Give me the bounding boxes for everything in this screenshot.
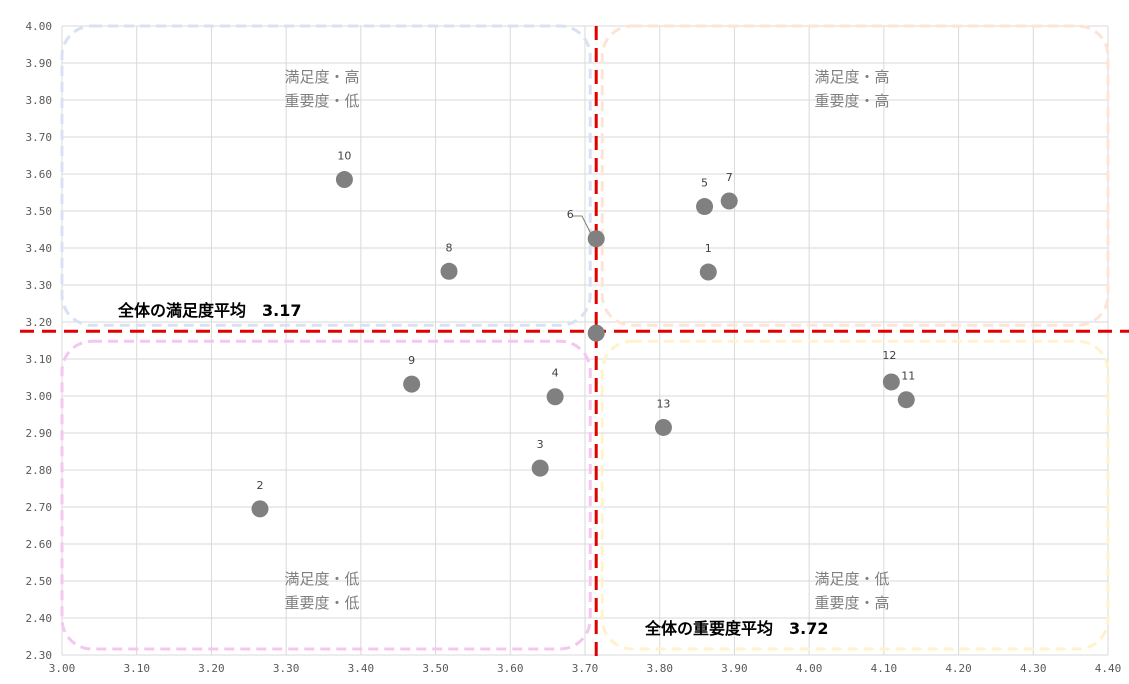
y-tick-label: 3.90 — [26, 57, 53, 70]
x-tick-label: 3.20 — [198, 662, 225, 675]
quadrant-boxes — [60, 24, 1110, 651]
point-label-10: 10 — [337, 150, 351, 163]
y-tick-label: 2.80 — [26, 464, 53, 477]
y-tick-label: 3.70 — [26, 131, 53, 144]
data-point-3 — [531, 459, 549, 477]
point-label-11: 11 — [901, 370, 915, 383]
quadrant-top-right-line1: 満足度・高 — [814, 68, 889, 86]
quadrant-bottom-right-line1: 満足度・低 — [814, 570, 889, 588]
point-label-4: 4 — [552, 367, 559, 380]
point-label-9: 9 — [408, 354, 415, 367]
x-tick-label: 3.70 — [572, 662, 599, 675]
y-tick-label: 3.60 — [26, 168, 53, 181]
data-point-1 — [699, 263, 717, 281]
x-tick-label: 4.10 — [871, 662, 898, 675]
x-tick-label: 3.10 — [123, 662, 150, 675]
y-tick-label: 3.80 — [26, 94, 53, 107]
data-point-9 — [403, 375, 421, 393]
quadrant-bottom-left-line1: 満足度・低 — [284, 570, 359, 588]
quadrant-top-right-line2: 重要度・高 — [814, 92, 889, 110]
data-point-4 — [546, 388, 564, 406]
point-6-leader-line — [572, 215, 592, 235]
y-tick-label: 3.10 — [26, 353, 53, 366]
x-tick-label: 4.30 — [1020, 662, 1047, 675]
y-tick-label: 2.90 — [26, 427, 53, 440]
average-lines — [20, 26, 1129, 663]
y-tick-label: 3.00 — [26, 390, 53, 403]
point-label-6: 6 — [567, 208, 574, 221]
data-point-13 — [654, 418, 672, 436]
data-point-10 — [335, 171, 353, 189]
point-label-5: 5 — [701, 177, 708, 190]
data-point-5 — [696, 198, 714, 216]
data-point-2 — [251, 500, 269, 518]
data-point-7 — [720, 192, 738, 210]
x-tick-label: 3.30 — [273, 662, 300, 675]
x-tick-label: 3.80 — [646, 662, 673, 675]
point-label-12: 12 — [882, 349, 896, 362]
x-tick-label: 4.00 — [796, 662, 823, 675]
y-tick-label: 2.30 — [26, 649, 53, 662]
x-tick-label: 3.60 — [497, 662, 524, 675]
point-label-7: 7 — [726, 171, 733, 184]
y-tick-label: 4.00 — [26, 20, 53, 33]
quadrant-bottom-left-line2: 重要度・低 — [284, 594, 359, 612]
y-tick-label: 3.50 — [26, 205, 53, 218]
y-tick-label: 2.40 — [26, 612, 53, 625]
quadrant-top-left-line1: 満足度・高 — [284, 68, 359, 86]
x-tick-label: 3.90 — [721, 662, 748, 675]
data-point-8 — [440, 262, 458, 280]
quadrant-top-left-line2: 重要度・低 — [284, 92, 359, 110]
data-point-11 — [897, 391, 915, 409]
y-tick-label: 2.60 — [26, 538, 53, 551]
x-tick-label: 4.20 — [945, 662, 972, 675]
x-tick-label: 4.40 — [1095, 662, 1122, 675]
y-tick-label: 3.20 — [26, 316, 53, 329]
point-label-2: 2 — [256, 479, 263, 492]
quadrant-bottom-right-line2: 重要度・高 — [814, 594, 889, 612]
data-point-12 — [882, 373, 900, 391]
x-tick-label: 3.00 — [49, 662, 76, 675]
average-satisfaction-label: 全体の満足度平均 3.17 — [117, 301, 301, 320]
y-tick-label: 2.50 — [26, 575, 53, 588]
axis-tick-labels: 3.00 3.10 3.20 3.30 3.40 3.50 3.60 3.70 3.80 3.90… — [26, 20, 1122, 675]
x-tick-label: 3.50 — [422, 662, 449, 675]
y-tick-label: 3.30 — [26, 279, 53, 292]
quadrant-labels: 満足度・高 重要度・低 満足度・高 重要度・高 満足度・低 重要度・低 満足度・… — [284, 68, 889, 612]
x-tick-label: 3.40 — [348, 662, 375, 675]
quadrant-box-bottom-left — [60, 339, 592, 651]
point-label-1: 1 — [705, 242, 712, 255]
average-point — [587, 324, 605, 342]
average-importance-label: 全体の重要度平均 3.72 — [644, 619, 828, 638]
point-label-3: 3 — [537, 438, 544, 451]
point-label-13: 13 — [656, 397, 670, 410]
y-tick-label: 3.40 — [26, 242, 53, 255]
data-point-6 — [587, 230, 605, 248]
y-tick-label: 2.70 — [26, 501, 53, 514]
point-label-8: 8 — [446, 241, 453, 254]
quadrant-box-bottom-right — [600, 339, 1110, 651]
quadrant-box-top-right — [600, 24, 1110, 327]
